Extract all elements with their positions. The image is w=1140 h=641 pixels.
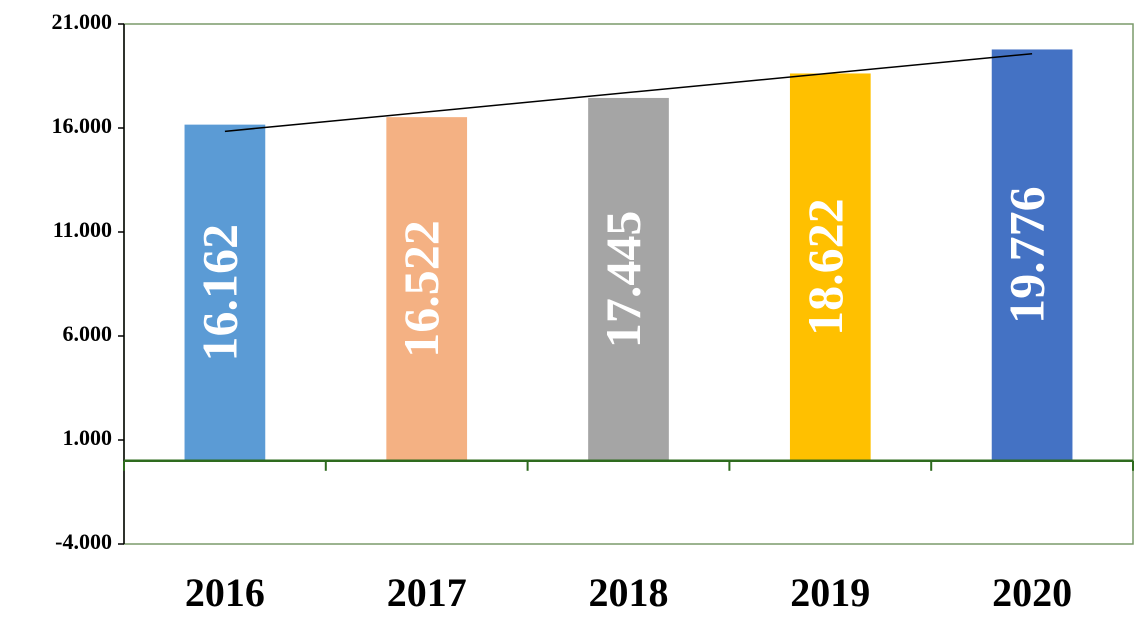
y-tick-label: 16.000: [52, 113, 113, 138]
x-tick-label: 2019: [790, 570, 870, 615]
y-tick-label: 11.000: [53, 217, 112, 242]
x-tick-label: 2017: [387, 570, 467, 615]
bar: [991, 49, 1073, 461]
y-tick-label: 21.000: [52, 9, 113, 34]
bar: [386, 117, 468, 461]
value-label: 16.162: [191, 224, 247, 362]
x-tick-label: 2020: [992, 570, 1072, 615]
y-tick-label: 6.000: [63, 321, 113, 346]
trendline: [224, 52, 1033, 133]
bar: [789, 73, 871, 461]
value-label: 18.622: [797, 198, 853, 336]
y-tick-label: -4.000: [55, 529, 112, 554]
y-tick-label: 1.000: [63, 425, 113, 450]
bar: [588, 97, 669, 461]
bar: [184, 124, 266, 461]
value-label: 19.776: [999, 186, 1055, 323]
value-label: 17.445: [595, 211, 651, 349]
value-label: 16.522: [393, 220, 449, 358]
x-tick-label: 2016: [185, 570, 265, 615]
x-tick-label: 2018: [589, 570, 669, 615]
